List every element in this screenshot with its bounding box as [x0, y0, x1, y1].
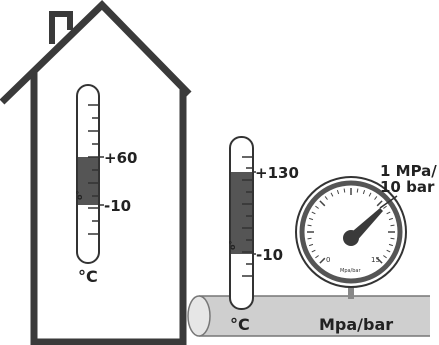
pressure-gauge-dial-unit: Mpa/bar: [340, 268, 361, 274]
pipe-thermometer-unit-label: °C: [230, 315, 250, 334]
pressure-gauge-tick: [356, 188, 359, 193]
pipe-end: [187, 295, 211, 337]
pressure-gauge-tick: [308, 243, 314, 247]
pressure-gauge-tick: [362, 189, 366, 195]
pressure-gauge-tick: [308, 217, 314, 221]
indoor-thermometer-min-label: -10: [104, 197, 131, 215]
pressure-gauge-range-label-line2: 10 bar: [380, 178, 435, 196]
pipe-thermometer-ticks: [242, 156, 252, 277]
pressure-gauge-tick: [368, 192, 372, 197]
pressure-gauge-dial-max: 15: [371, 256, 380, 264]
pressure-gauge-tick: [319, 257, 326, 264]
pressure-gauge-tick: [336, 189, 340, 195]
pressure-gauge-tick: [307, 224, 312, 227]
pressure-gauge-dial-min: 0: [326, 256, 330, 264]
pressure-gauge-tick: [383, 255, 387, 259]
pressure-gauge-tick: [376, 200, 383, 207]
pressure-gauge-range-label-line1: 1 MPa/: [380, 162, 437, 180]
indoor-thermometer-ticks: [88, 104, 98, 235]
pressure-gauge-tick: [386, 211, 391, 215]
pressure-gauge-tick: [374, 196, 378, 200]
pressure-gauge-tick: [330, 192, 334, 197]
indoor-thermometer-unit-label: °C: [78, 267, 98, 286]
pressure-gauge-unit-label: Mpa/bar: [319, 315, 393, 334]
pressure-gauge-tick: [376, 257, 383, 264]
pressure-gauge-tick: [343, 188, 346, 193]
pressure-gauge-tick: [311, 249, 316, 253]
house-outline: [0, 0, 192, 105]
pressure-gauge-tick: [315, 255, 319, 259]
indoor-thermometer-range-band: [78, 157, 98, 205]
pressure-gauge-hub: [343, 230, 359, 246]
house: [0, 0, 192, 345]
pressure-gauge: 0 15 Mpa/bar 1 MPa/ 10 bar Mpa/bar: [295, 162, 437, 334]
pressure-gauge-tick: [315, 205, 319, 209]
pipe-thermometer-min-label: -10: [256, 246, 283, 264]
pipe-thermometer: o° +130 -10 °C: [228, 136, 299, 334]
pressure-gauge-tick: [388, 243, 394, 247]
pipe-body: [199, 296, 430, 336]
pressure-gauge-tick: [388, 217, 394, 221]
pipe: [187, 295, 430, 337]
pressure-gauge-tick: [390, 237, 395, 240]
house-chimney: [49, 11, 73, 44]
pressure-gauge-tick: [307, 237, 312, 240]
pressure-gauge-pointer-leader: [379, 195, 398, 209]
pipe-thermometer-max-label: +130: [255, 164, 299, 182]
indoor-thermometer-max-label: +60: [104, 149, 137, 167]
indoor-thermometer-scale-mark: o°: [75, 191, 84, 201]
pipe-thermometer-scale-mark: o°: [228, 241, 237, 251]
pressure-gauge-tick: [390, 224, 395, 227]
indoor-thermometer: o° +60 -10 °C: [75, 84, 137, 286]
pressure-gauge-tick: [324, 196, 328, 200]
pressure-gauge-tick: [311, 211, 316, 215]
house-walls: [30, 72, 187, 345]
pressure-gauge-tick: [319, 200, 326, 207]
pressure-gauge-tick: [386, 249, 391, 253]
pressure-gauge-stem: [348, 283, 354, 299]
pressure-gauge-tick: [383, 205, 387, 209]
pressure-gauge-ticks: [307, 188, 395, 264]
